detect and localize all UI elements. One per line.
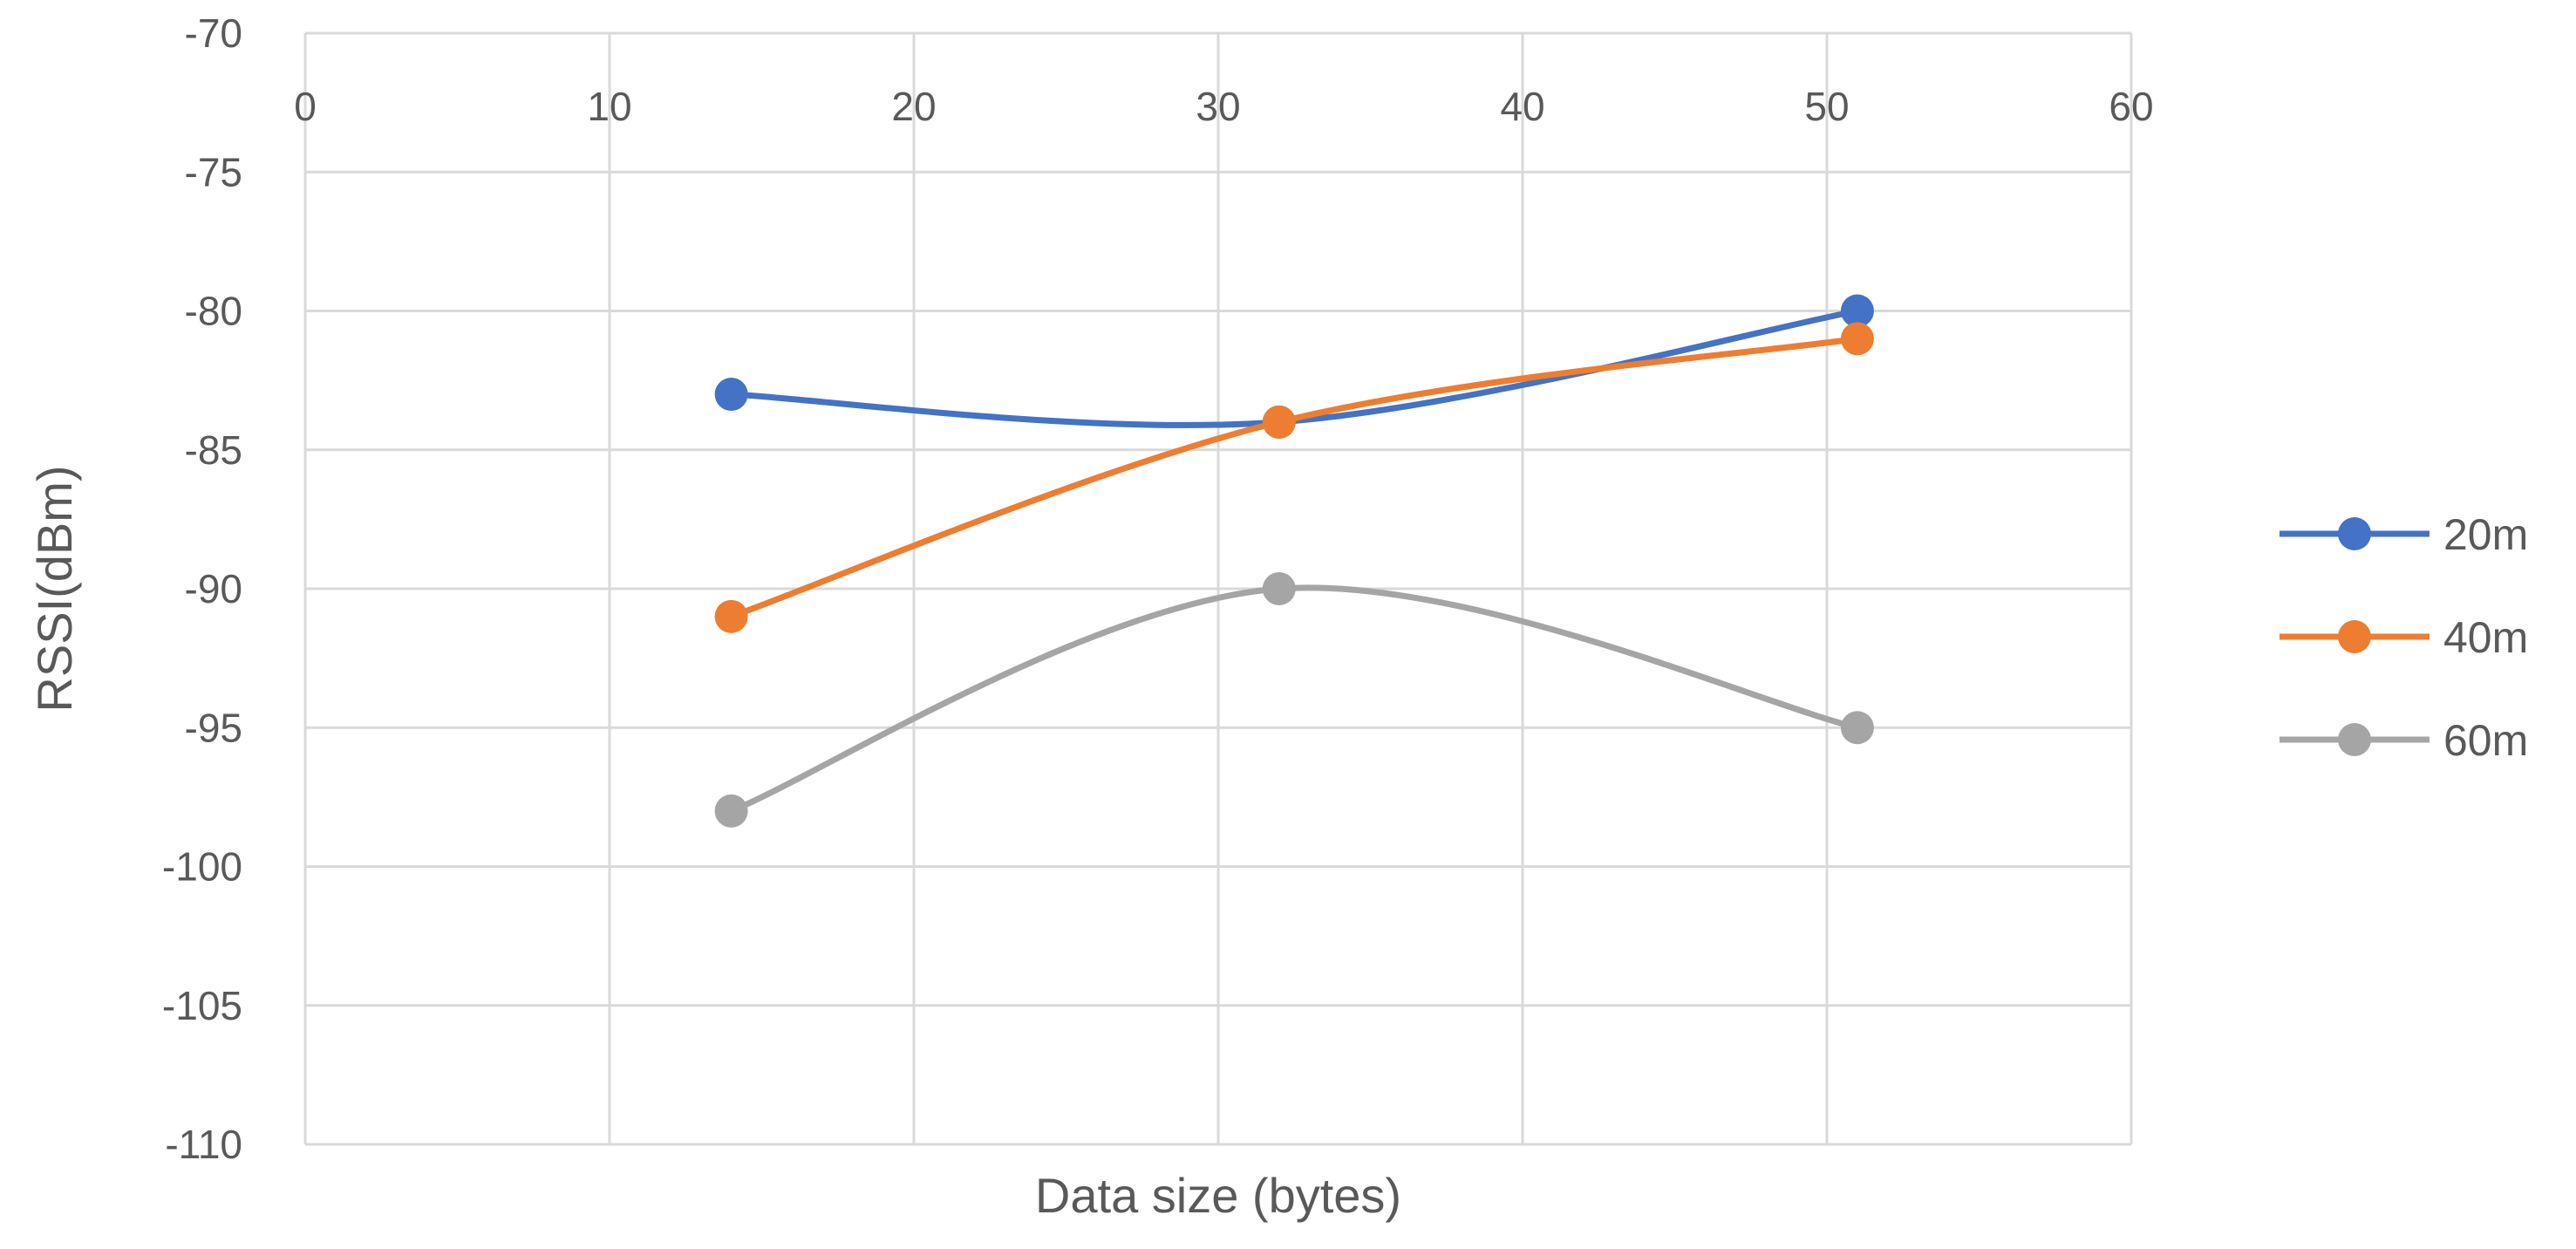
y-tick-label: -110 xyxy=(165,1122,242,1167)
y-tick-label: -70 xyxy=(185,10,242,56)
x-tick-label: 60 xyxy=(2109,84,2153,129)
legend-label: 20m xyxy=(2443,510,2528,559)
x-tick-label: 10 xyxy=(587,84,631,129)
legend-item-60m: 60m xyxy=(2280,716,2528,765)
y-tick-label: -95 xyxy=(185,705,242,750)
series-line-20m xyxy=(728,308,1861,428)
legend-item-20m: 20m xyxy=(2280,510,2528,559)
series-line-40m xyxy=(728,335,1861,620)
data-point-20m xyxy=(714,378,748,412)
series-line-60m xyxy=(728,584,1861,815)
y-tick-label: -75 xyxy=(185,149,242,195)
data-point-20m xyxy=(1840,294,1874,328)
y-tick-label: -80 xyxy=(185,289,242,334)
x-tick-label: 30 xyxy=(1196,84,1240,129)
legend-label: 40m xyxy=(2443,613,2528,662)
legend-label: 60m xyxy=(2443,716,2528,765)
series-60m xyxy=(714,572,1874,828)
y-tick-label: -90 xyxy=(185,566,242,611)
legend-item-40m: 40m xyxy=(2280,613,2528,662)
y-tick-label: -105 xyxy=(162,983,242,1028)
gridlines xyxy=(303,31,2133,1146)
y-tick-label: -100 xyxy=(162,844,242,890)
data-point-60m xyxy=(1840,711,1874,745)
data-point-60m xyxy=(1262,572,1296,605)
data-point-40m xyxy=(714,599,748,633)
legend: 20m 40m 60m xyxy=(2280,510,2528,765)
x-tick-label: 0 xyxy=(294,84,317,129)
y-axis-ticks: -70 -75 -80 -85 -90 -95 -100 -105 -110 xyxy=(162,10,242,1167)
legend-swatch-marker xyxy=(2338,620,2371,653)
x-tick-label: 20 xyxy=(891,84,936,129)
x-axis-title: Data size (bytes) xyxy=(1035,1168,1401,1223)
y-tick-label: -85 xyxy=(185,427,242,473)
data-point-40m xyxy=(1840,322,1874,356)
x-axis-ticks: 0 10 20 30 40 50 60 xyxy=(294,84,2153,129)
series-lines xyxy=(714,294,1874,828)
data-point-40m xyxy=(1262,405,1296,439)
x-tick-label: 40 xyxy=(1500,84,1544,129)
x-tick-label: 50 xyxy=(1804,84,1849,129)
series-40m xyxy=(714,322,1874,633)
y-axis-title: RSSI(dBm) xyxy=(27,465,82,712)
legend-swatch-marker xyxy=(2338,723,2371,756)
data-point-60m xyxy=(714,794,748,828)
legend-swatch-marker xyxy=(2338,517,2371,550)
